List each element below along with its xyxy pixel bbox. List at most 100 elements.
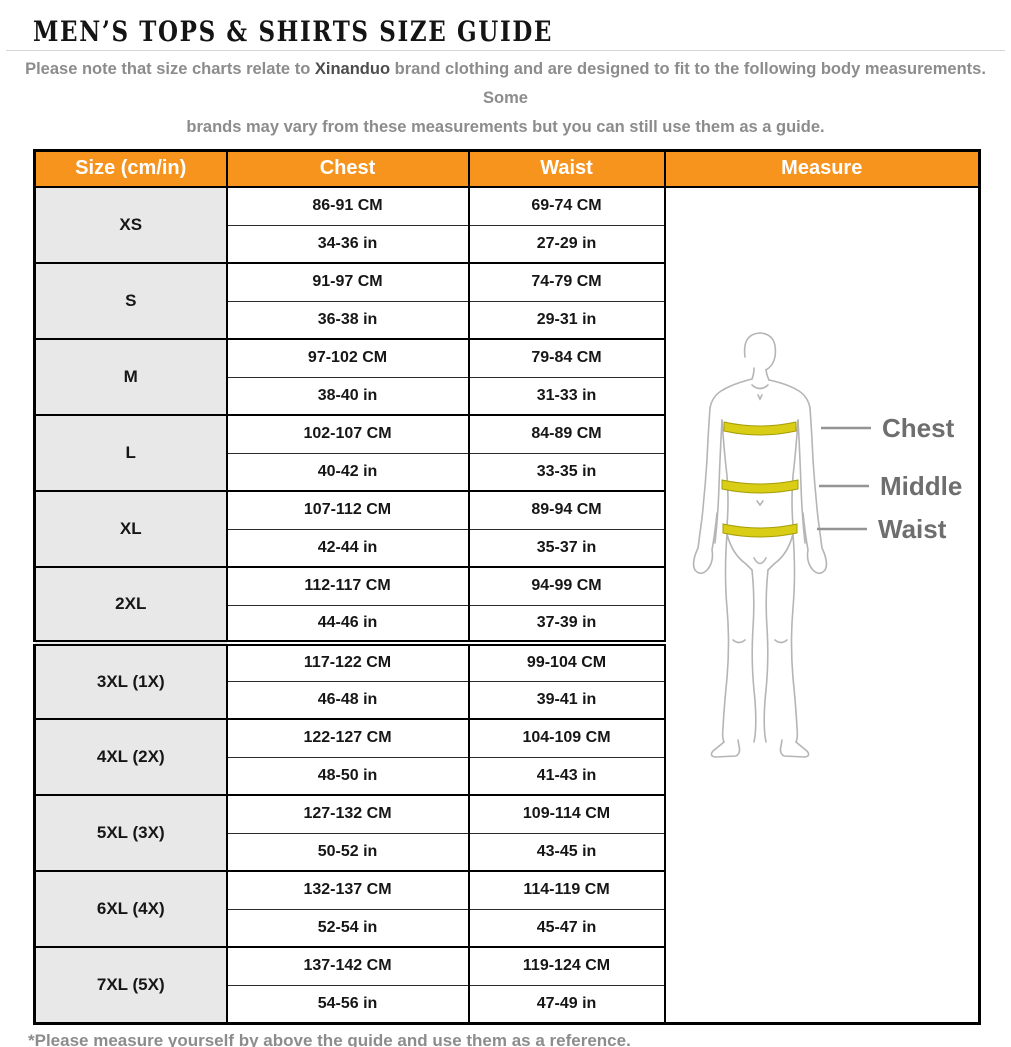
brand-name: Xinanduo [314,60,391,78]
chest-cm-xl: 107-112 CM [225,490,470,530]
table-row: M 97-102 CM 79-84 CM [33,338,980,417]
waist-in-s: 29-31 in [467,300,666,341]
chest-cm-7xl: 137-142 CM [225,946,470,986]
size-cell-s: S [33,262,228,341]
chest-cm-s: 91-97 CM [225,262,470,302]
size-chart-table: Size (cm/in) Chest Waist Measure XS 86-9… [33,148,981,1025]
column-header-waist: Waist [467,149,666,189]
measurement-bands [721,421,798,538]
waist-in-7xl: 47-49 in [467,984,666,1025]
title-divider [6,50,1005,51]
size-cell-m: M [33,338,228,417]
table-row: 46-48 in 39-41 in [35,680,980,721]
table-row: 38-40 in 31-33 in [35,376,980,417]
intro-note: Please note that size charts relate to X… [5,55,1007,142]
chest-in-s: 36-38 in [225,300,470,341]
waist-in-xs: 27-29 in [467,224,666,265]
waist-in-3xl: 39-41 in [467,680,666,721]
chest-cm-4xl: 122-127 CM [225,718,470,758]
table-row: 3XL (1X) 117-122 CM 99-104 CM [33,642,980,721]
middle-band [721,479,798,494]
chest-in-5xl: 50-52 in [225,832,470,873]
waist-cm-m: 79-84 CM [467,338,666,378]
chest-cm-3xl: 117-122 CM [225,642,470,682]
size-cell-5xl: 5XL (3X) [33,794,228,873]
intro-text-pre: Please note that size charts relate to [25,60,315,78]
waist-cm-3xl: 99-104 CM [467,642,666,682]
size-cell-3xl: 3XL (1X) [33,642,228,721]
chest-cm-xs: 86-91 CM [225,186,470,226]
waist-label: Waist [878,514,947,544]
waist-cm-5xl: 109-114 CM [467,794,666,834]
chest-cm-6xl: 132-137 CM [225,870,470,910]
middle-label: Middle [880,471,962,501]
table-row: 40-42 in 33-35 in [35,452,980,493]
table-row: 4XL (2X) 122-127 CM 104-109 CM [33,718,980,797]
column-header-measure: Measure [663,149,981,189]
waist-in-m: 31-33 in [467,376,666,417]
column-header-chest: Chest [225,149,470,189]
table-row: 6XL (4X) 132-137 CM 114-119 CM [33,870,980,949]
body-measurement-diagram: Chest Middle Waist [692,332,962,758]
waist-cm-xl: 89-94 CM [467,490,666,530]
table-row: XL 107-112 CM 89-94 CM [33,490,980,569]
chest-cm-2xl: 112-117 CM [225,566,470,606]
waist-band [722,523,797,538]
waist-in-l: 33-35 in [467,452,666,493]
size-cell-7xl: 7XL (5X) [33,946,228,1025]
table-row: 48-50 in 41-43 in [35,756,980,797]
measure-labels: Chest Middle Waist [878,413,962,544]
waist-in-6xl: 45-47 in [467,908,666,949]
chest-cm-5xl: 127-132 CM [225,794,470,834]
size-cell-xs: XS [33,186,228,265]
chest-cm-l: 102-107 CM [225,414,470,454]
intro-text-post: brand clothing and are designed to fit t… [390,60,986,107]
chest-label: Chest [882,413,955,443]
waist-cm-xs: 69-74 CM [467,186,666,226]
table-row: 42-44 in 35-37 in [35,528,980,569]
chest-cm-m: 97-102 CM [225,338,470,378]
chest-in-m: 38-40 in [225,376,470,417]
waist-cm-s: 74-79 CM [467,262,666,302]
size-cell-l: L [33,414,228,493]
size-cell-2xl: 2XL [33,566,228,647]
page-title: MEN’S TOPS & SHIRTS SIZE GUIDE [33,15,554,48]
chest-band [723,421,796,436]
footnote-1: *Please measure yourself by above the gu… [28,1030,631,1047]
waist-cm-6xl: 114-119 CM [467,870,666,910]
waist-in-2xl: 37-39 in [467,604,666,647]
waist-cm-7xl: 119-124 CM [467,946,666,986]
table-row: S 91-97 CM 74-79 CM [33,262,980,341]
waist-cm-4xl: 104-109 CM [467,718,666,758]
table-row: 36-38 in 29-31 in [35,300,980,341]
table-row: 50-52 in 43-45 in [35,832,980,873]
waist-in-5xl: 43-45 in [467,832,666,873]
measure-cell: Chest Middle Waist [663,186,981,1025]
waist-cm-2xl: 94-99 CM [467,566,666,606]
size-cell-6xl: 6XL (4X) [33,870,228,949]
table-row: XS 86-91 CM 69-74 CM [33,186,981,1025]
waist-in-4xl: 41-43 in [467,756,666,797]
chest-in-4xl: 48-50 in [225,756,470,797]
waist-cm-l: 84-89 CM [467,414,666,454]
table-row: 44-46 in 37-39 in [35,604,980,647]
chest-in-l: 40-42 in [225,452,470,493]
chest-in-3xl: 46-48 in [225,680,470,721]
table-row: 34-36 in 27-29 in [35,224,980,265]
chest-in-xl: 42-44 in [225,528,470,569]
body-figure [692,332,827,758]
header-row: Size (cm/in) Chest Waist Measure [33,149,981,189]
table-row: 2XL 112-117 CM 94-99 CM [33,566,980,647]
size-cell-xl: XL [33,490,228,569]
chest-in-7xl: 54-56 in [225,984,470,1025]
waist-in-xl: 35-37 in [467,528,666,569]
pointer-lines [816,426,871,531]
chest-in-6xl: 52-54 in [225,908,470,949]
table-row: 7XL (5X) 137-142 CM 119-124 CM [33,946,980,1025]
table-row: L 102-107 CM 84-89 CM [33,414,980,493]
chest-in-2xl: 44-46 in [225,604,470,647]
chest-in-xs: 34-36 in [225,224,470,265]
column-header-size: Size (cm/in) [33,149,228,189]
table-row: 54-56 in 47-49 in [35,984,980,1025]
